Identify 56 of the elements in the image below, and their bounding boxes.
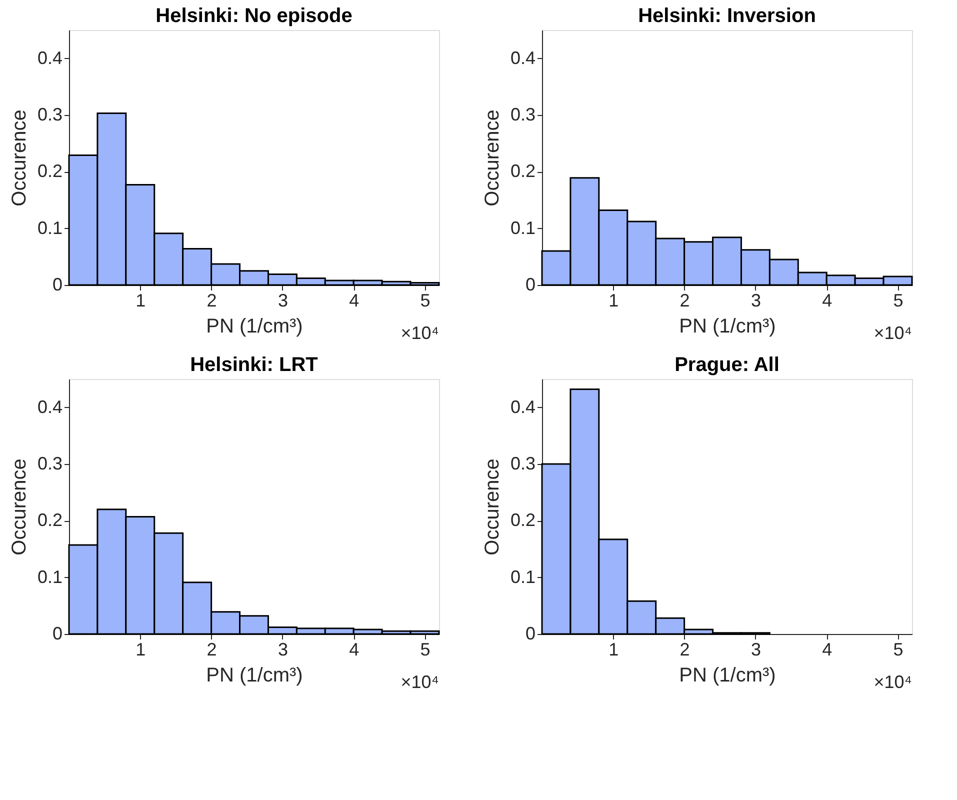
x-axis-title: PN (1/cm³) bbox=[679, 664, 776, 686]
x-tick-label: 4 bbox=[822, 290, 832, 310]
y-axis-title: Occurence bbox=[8, 458, 30, 556]
x-tick-label: 2 bbox=[206, 640, 217, 660]
x-tick-label: 3 bbox=[750, 290, 761, 310]
x-axis-title: PN (1/cm³) bbox=[679, 316, 776, 338]
y-tick-label: 0.4 bbox=[510, 396, 536, 417]
y-tick-label: 0.3 bbox=[37, 454, 62, 474]
x-tick-label: 1 bbox=[608, 640, 619, 660]
y-tick-label: 0.2 bbox=[37, 161, 62, 182]
x-tick-label: 4 bbox=[822, 640, 832, 660]
text: ×10⁴ bbox=[400, 672, 439, 692]
text: ×10⁴ bbox=[400, 323, 439, 343]
y-tick-label: 0.4 bbox=[37, 48, 62, 68]
x-tick-label: 3 bbox=[750, 640, 761, 660]
y-tick-label: 0 bbox=[52, 624, 62, 644]
y-tick-label: 0.3 bbox=[510, 104, 536, 124]
x-tick-label: 3 bbox=[278, 640, 288, 660]
x-tick-label: 5 bbox=[420, 640, 430, 660]
y-tick-label: 0.2 bbox=[37, 510, 62, 530]
x-axis-title: PN (1/cm³) bbox=[206, 664, 303, 686]
x-tick-label: 1 bbox=[136, 640, 146, 660]
x-tick-label: 5 bbox=[420, 290, 430, 310]
x-tick-label: 2 bbox=[206, 290, 217, 310]
text: ×10⁴ bbox=[874, 672, 912, 692]
y-tick-label: 0.2 bbox=[510, 510, 536, 530]
y-tick-label: 0.1 bbox=[510, 566, 536, 587]
chart-title: Helsinki: LRT bbox=[190, 354, 318, 376]
y-tick-label: 0.1 bbox=[37, 218, 62, 238]
y-axis-title: Occurence bbox=[481, 458, 504, 556]
y-axis-title: Occurence bbox=[8, 110, 30, 206]
y-tick-label: 0.4 bbox=[37, 396, 62, 417]
x-tick-label: 4 bbox=[349, 640, 360, 660]
chart-title: Prague: All bbox=[674, 354, 780, 376]
y-tick-label: 0.1 bbox=[510, 218, 536, 238]
y-tick-label: 0 bbox=[52, 274, 62, 294]
y-axis-title: Occurence bbox=[481, 110, 504, 206]
x-tick-label: 1 bbox=[608, 290, 619, 310]
y-tick-label: 0.3 bbox=[510, 454, 536, 474]
x-tick-label: 4 bbox=[349, 290, 360, 310]
chart-title: Helsinki: Inversion bbox=[638, 5, 816, 27]
x-tick-label: 2 bbox=[680, 290, 690, 310]
y-tick-label: 0.4 bbox=[510, 48, 536, 68]
x-axis-title: PN (1/cm³) bbox=[206, 316, 303, 338]
x-tick-label: 2 bbox=[680, 640, 690, 660]
chart-title: Helsinki: No episode bbox=[156, 5, 352, 27]
y-tick-label: 0 bbox=[525, 274, 536, 294]
y-tick-label: 0.3 bbox=[37, 104, 62, 124]
x-tick-label: 3 bbox=[278, 290, 288, 310]
text: ×10⁴ bbox=[874, 323, 912, 343]
x-tick-label: 5 bbox=[893, 290, 904, 310]
y-tick-label: 0.2 bbox=[510, 161, 536, 182]
x-tick-label: 5 bbox=[893, 640, 904, 660]
x-tick-label: 1 bbox=[136, 290, 146, 310]
y-tick-label: 0 bbox=[525, 624, 536, 644]
y-tick-label: 0.1 bbox=[37, 566, 62, 587]
